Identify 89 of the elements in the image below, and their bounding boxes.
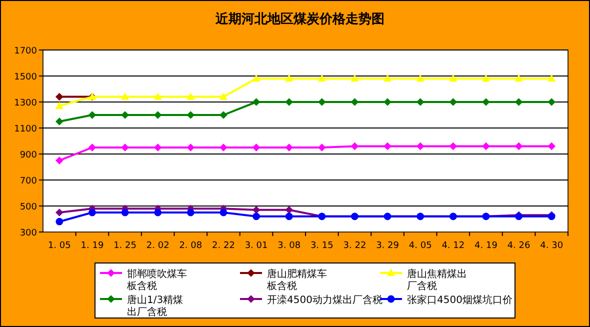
point	[88, 208, 96, 216]
point	[56, 218, 64, 226]
point	[515, 98, 522, 106]
point	[416, 98, 424, 106]
point	[252, 74, 260, 82]
point	[515, 74, 522, 82]
x-tick-label: 3. 22	[343, 241, 366, 251]
point	[252, 206, 260, 214]
legend-label: 邯郸喷吹煤车板含税	[126, 268, 187, 292]
point	[220, 144, 228, 152]
point	[121, 111, 129, 119]
point	[482, 74, 490, 82]
y-tick-label: 1500	[14, 72, 38, 82]
point	[154, 111, 162, 119]
point	[482, 98, 490, 106]
point	[56, 93, 64, 100]
y-tick-label: 500	[20, 202, 38, 212]
point	[351, 142, 358, 150]
x-tick-label: 2. 02	[146, 241, 170, 251]
point	[56, 156, 64, 164]
point	[449, 142, 457, 150]
point	[318, 98, 326, 106]
y-tick-label: 1700	[14, 46, 38, 56]
y-tick-label: 300	[20, 228, 38, 238]
point	[416, 74, 424, 82]
point	[121, 144, 129, 152]
x-tick-label: 1. 19	[80, 241, 104, 251]
point	[252, 212, 260, 220]
point	[252, 144, 260, 152]
point	[351, 98, 358, 106]
legend-label: 唐山肥精煤车板含税	[266, 268, 327, 292]
point	[186, 111, 194, 119]
x-tick-label: 3. 01	[244, 241, 268, 251]
point	[285, 98, 293, 106]
point	[384, 142, 392, 150]
legend-label: 唐山1/3精煤出厂含税	[127, 294, 184, 318]
point	[88, 111, 96, 119]
point	[285, 144, 293, 152]
x-tick-label: 3. 08	[278, 241, 301, 251]
point	[318, 144, 326, 152]
point	[121, 208, 129, 216]
point	[88, 144, 96, 152]
point	[449, 98, 457, 106]
point	[416, 142, 424, 150]
point	[449, 74, 457, 82]
point	[186, 144, 194, 152]
x-tick-label: 4. 05	[408, 241, 432, 251]
x-tick-label: 3. 15	[310, 241, 334, 251]
x-tick-label: 4. 19	[474, 241, 498, 251]
point	[548, 142, 556, 150]
point	[482, 142, 490, 150]
point	[220, 93, 228, 100]
x-tick-label: 2. 08	[179, 241, 202, 251]
y-tick-label: 1300	[14, 98, 38, 108]
legend-label: 张家口4500烟煤坑口价	[407, 294, 512, 306]
point	[351, 74, 358, 82]
point	[318, 74, 326, 82]
point	[154, 208, 162, 216]
point	[186, 93, 194, 100]
point	[154, 93, 162, 100]
x-tick-label: 2. 22	[212, 241, 235, 251]
y-tick-label: 900	[20, 150, 38, 160]
point	[186, 208, 194, 216]
point	[154, 144, 162, 152]
point	[121, 93, 129, 100]
point	[56, 102, 64, 109]
x-tick-label: 4. 12	[442, 241, 465, 251]
x-tick-label: 4. 30	[540, 241, 564, 251]
y-tick-label: 1100	[14, 124, 38, 134]
point	[384, 74, 392, 82]
legend-label: 唐山焦精煤出厂含税	[407, 268, 467, 292]
x-tick-label: 1. 05	[48, 241, 71, 251]
point	[220, 111, 228, 119]
x-tick-label: 1. 25	[114, 241, 136, 251]
point	[515, 142, 522, 150]
point	[285, 206, 293, 214]
point	[285, 212, 293, 220]
point	[384, 98, 392, 106]
point	[285, 74, 293, 82]
y-tick-label: 700	[20, 176, 38, 186]
chart-title: 近期河北地区煤炭价格走势图	[214, 11, 384, 27]
point	[548, 74, 556, 82]
point	[220, 208, 228, 216]
x-tick-label: 3. 29	[376, 241, 400, 251]
x-tick-label: 4. 26	[507, 241, 530, 251]
point	[252, 98, 260, 106]
point	[56, 118, 64, 126]
point	[56, 208, 64, 216]
point	[548, 98, 556, 106]
